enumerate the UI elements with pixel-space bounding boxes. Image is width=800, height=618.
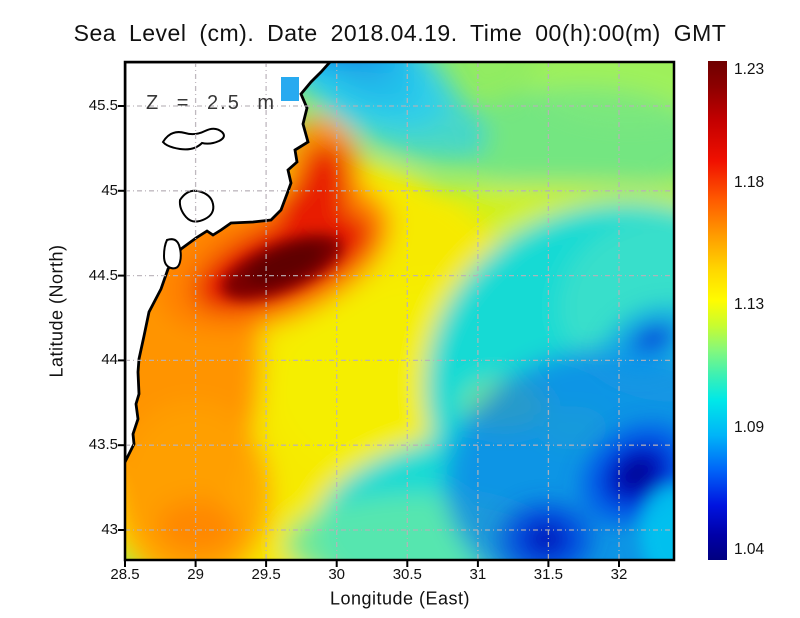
- gridlines: [125, 62, 674, 560]
- heatmap-field: [125, 62, 674, 560]
- colorbar-tick-1-23: 1.23: [734, 61, 765, 78]
- y-tick-44-5: 44.5: [88, 267, 118, 284]
- lagoon-lake: [281, 77, 299, 101]
- x-axis-label: Longitude (East): [329, 588, 471, 609]
- y-tick-43: 43: [101, 521, 118, 538]
- x-tick-31-5: 31.5: [533, 566, 563, 583]
- y-tick-44: 44: [101, 351, 118, 368]
- coastline-land: [125, 62, 332, 463]
- x-tick-28-5: 28.5: [110, 566, 140, 583]
- x-tick-32: 32: [610, 566, 628, 583]
- x-tick-29-5: 29.5: [251, 566, 281, 583]
- y-tick-45-5: 45.5: [88, 97, 118, 114]
- chart-title: Sea Level (cm). Date 2018.04.19. Time 00…: [73, 20, 727, 46]
- y-tick-43-5: 43.5: [88, 436, 118, 453]
- x-tick-29: 29: [187, 566, 204, 583]
- colorbar-tick-1-09: 1.09: [734, 419, 765, 436]
- plot-frame: [123, 60, 676, 562]
- x-tick-30: 30: [328, 566, 346, 583]
- y-tick-45: 45: [101, 182, 118, 199]
- colorbar: [708, 61, 727, 560]
- inland-lakes: [161, 127, 225, 270]
- sea-level-heatmap: [118, 60, 676, 567]
- colorbar-tick-1-18: 1.18: [734, 174, 765, 191]
- depth-annotation: Z = 2.5 m: [146, 92, 277, 114]
- colorbar-tick-1-04: 1.04: [734, 541, 765, 558]
- x-tick-30-5: 30.5: [392, 566, 422, 583]
- x-tick-31: 31: [469, 566, 487, 583]
- map-plot-area: [118, 60, 676, 567]
- colorbar-tick-1-13: 1.13: [734, 296, 765, 313]
